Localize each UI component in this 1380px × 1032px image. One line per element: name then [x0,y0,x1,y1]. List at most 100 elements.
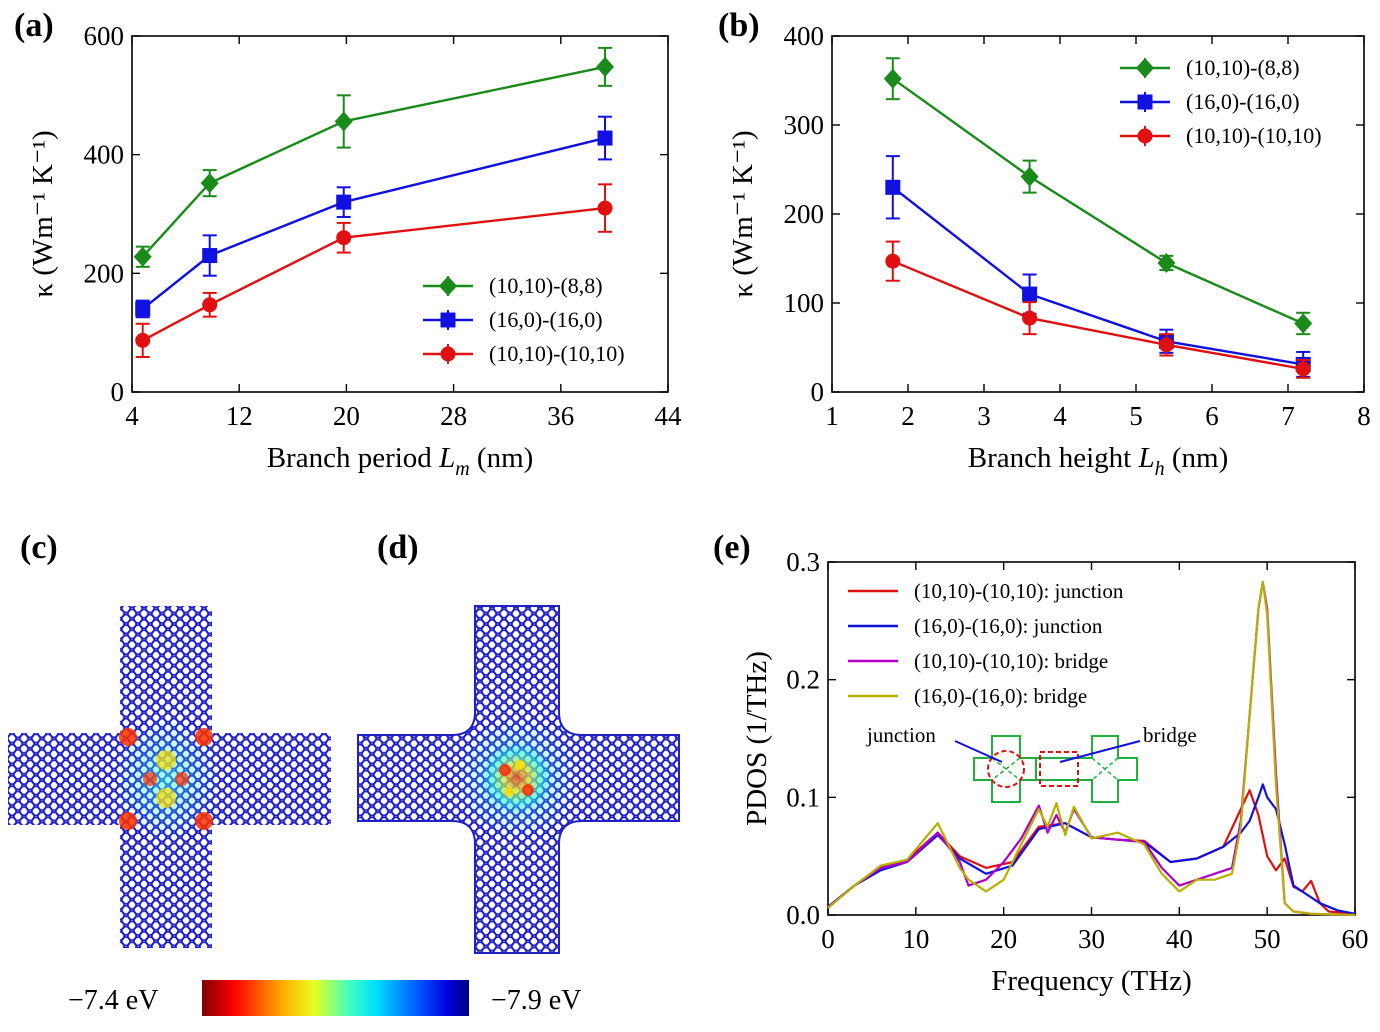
colorbar-gradient [202,980,469,1016]
structure-d [357,605,680,954]
legend-entry-label: (10,10)-(8,8) [489,273,603,298]
data-point [885,179,901,195]
x-tick-label: 1 [825,401,839,431]
data-point [202,248,218,264]
panel-label-d: (d) [377,529,419,566]
x-tick-label: 36 [547,401,574,431]
y-tick-label: 400 [784,21,825,51]
panel-label-b: (b) [718,7,760,44]
y-axis-title: κ (Wm⁻¹ K⁻¹) [727,130,759,297]
x-tick-label: 10 [902,924,929,954]
data-point [200,173,219,194]
structure-c-junction-glow [114,717,218,841]
inset-junction-label: junction [866,723,936,747]
legend-entry-label: (16,0)-(16,0): junction [914,614,1103,638]
y-tick-label: 300 [784,110,825,140]
data-point [1020,166,1039,187]
legend-entry-label: (10,10)-(10,10) [1186,123,1322,148]
y-tick-label: 400 [84,140,125,170]
data-point [133,246,152,267]
structure-c-hot-corner [195,728,213,746]
inset-schematic: junction bridge [866,723,1197,803]
x-tick-label: 2 [901,401,915,431]
y-tick-label: 0.2 [786,665,820,695]
legend-entry-label: (16,0)-(16,0) [489,307,603,332]
chart-b: 1 2 3 4 5 6 7 8 0 100 200 300 400 Branch height Lh (n… [727,21,1371,480]
x-axis-title: Branch height Lh (nm) [968,442,1229,480]
inset-bridge-label: bridge [1143,723,1197,747]
x-tick-label: 6 [1205,401,1219,431]
inset-junction-marker [987,750,1025,788]
x-tick-label: 0 [821,924,835,954]
y-axis-title: PDOS (1/THz) [741,651,773,826]
colorbar-right-label: −7.9 eV [491,985,581,1016]
x-tick-label: 60 [1342,924,1369,954]
legend-entry-label: (10,10)-(10,10) [489,341,625,366]
data-point [1295,361,1311,377]
legend-marker [1137,94,1153,110]
legend-marker [1137,128,1153,144]
colorbar: −7.4 eV −7.9 eV [68,980,581,1016]
structure-c-hot-corner [195,812,213,830]
colorbar-left-label: −7.4 eV [68,985,158,1016]
y-tick-label: 600 [84,21,125,51]
series-line-0 [141,65,606,258]
chart-a: 4 12 20 28 36 44 0 200 400 600 Branch period Lm (n… [27,21,682,480]
series-line-1 [141,136,606,310]
x-tick-label: 5 [1129,401,1143,431]
x-tick-label: 40 [1166,924,1193,954]
y-tick-label: 100 [784,288,825,318]
data-point [1022,310,1038,326]
structure-c-hot-corner [119,812,137,830]
data-point [1294,313,1313,334]
data-point [883,68,902,89]
legend-entry-label: (16,0)-(16,0) [1186,89,1300,114]
structure-c-hot-corner [119,728,137,746]
legend-marker [440,346,456,362]
x-tick-label: 28 [440,401,467,431]
legend: (10,10)-(8,8) (16,0)-(16,0) (10,10)-(10,10… [423,273,625,366]
x-tick-label: 3 [977,401,991,431]
data-point [336,230,352,246]
inset-junction-pointer [954,740,1003,763]
inset-bridge-marker [1039,751,1079,787]
structure-c [8,606,331,948]
data-point [597,130,613,146]
inset-bridge-pointer [1059,740,1141,763]
data-point [1022,286,1038,302]
panel-label-e: (e) [713,529,751,566]
legend-marker [1136,58,1154,78]
legend-marker [440,312,456,328]
data-point [202,297,218,313]
data-point [885,253,901,269]
x-tick-label: 4 [1053,401,1067,431]
x-tick-label: 50 [1254,924,1281,954]
data-point [135,332,151,348]
x-tick-label: 20 [333,401,360,431]
legend-entry-label: (10,10)-(10,10): bridge [914,649,1108,673]
x-axis-title: Branch period Lm (nm) [267,442,534,480]
data-point [336,194,352,210]
x-tick-label: 30 [1078,924,1105,954]
y-tick-label: 0.1 [786,782,820,812]
series-line-3 [827,580,1356,917]
legend: (10,10)-(10,10): junction (16,0)-(16,0): … [848,579,1124,708]
plot-frame [131,35,669,393]
data-point [1158,337,1174,353]
x-tick-label: 7 [1281,401,1295,431]
x-axis-title: Frequency (THz) [991,965,1192,997]
legend-entry-label: (10,10)-(10,10): junction [914,579,1124,603]
legend-entry-label: (10,10)-(8,8) [1186,55,1300,80]
x-tick-label: 8 [1357,401,1371,431]
series-line-2 [142,206,606,342]
legend-entry-label: (16,0)-(16,0): bridge [914,684,1087,708]
structure-d-junction-hotspot [481,742,553,814]
series-line-1 [892,186,1304,366]
data-point [1157,252,1176,273]
y-tick-label: 200 [784,199,825,229]
legend-marker [439,276,457,296]
x-tick-label: 4 [125,401,139,431]
y-tick-label: 0.0 [786,900,820,930]
y-tick-label: 200 [84,258,125,288]
